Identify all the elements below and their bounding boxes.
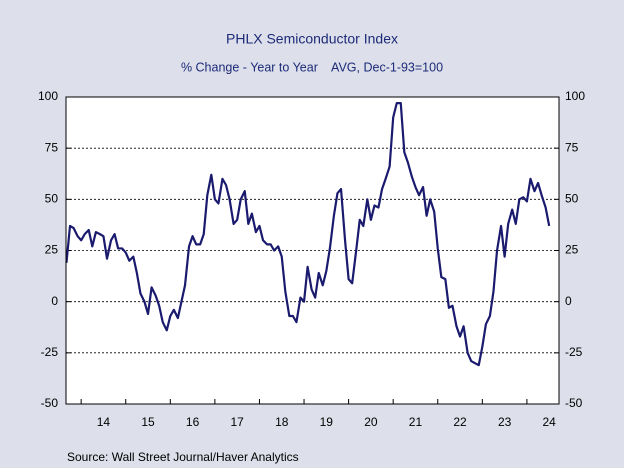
y2-tick-label: 100 xyxy=(565,89,585,103)
y2-tick-label: 25 xyxy=(565,243,579,257)
y-tick-label: 50 xyxy=(45,192,59,206)
x-tick-label: 21 xyxy=(409,415,423,429)
x-tick-label: 19 xyxy=(320,415,334,429)
x-tick-label: 16 xyxy=(186,415,200,429)
y-tick-label: -50 xyxy=(41,396,59,410)
x-tick-label: 22 xyxy=(453,415,467,429)
plot-area xyxy=(66,97,559,404)
y-tick-label: 0 xyxy=(51,294,58,308)
data-line xyxy=(65,102,551,367)
x-tick-label: 24 xyxy=(543,415,557,429)
chart-title: PHLX Semiconductor Index xyxy=(226,31,398,47)
y-tick-label: 25 xyxy=(45,243,59,257)
x-tick-label: 14 xyxy=(97,415,111,429)
source-note: Source: Wall Street Journal/Haver Analyt… xyxy=(67,450,299,464)
x-tick-label: 18 xyxy=(275,415,289,429)
y2-tick-label: -50 xyxy=(565,396,583,410)
x-tick-label: 20 xyxy=(364,415,378,429)
y-tick-label: 75 xyxy=(45,140,59,154)
x-tick-label: 17 xyxy=(230,415,244,429)
y2-tick-label: -25 xyxy=(565,345,583,359)
x-tick-label: 15 xyxy=(141,415,155,429)
x-tick-label: 23 xyxy=(498,415,512,429)
y2-tick-label: 75 xyxy=(565,140,579,154)
y2-tick-label: 0 xyxy=(565,294,572,308)
y-tick-label: -25 xyxy=(41,345,59,359)
plot-frame xyxy=(65,96,560,405)
chart-subtitle: % Change - Year to Year AVG, Dec-1-93=10… xyxy=(181,60,443,74)
y2-tick-label: 50 xyxy=(565,192,579,206)
y-tick-label: 100 xyxy=(38,89,58,103)
